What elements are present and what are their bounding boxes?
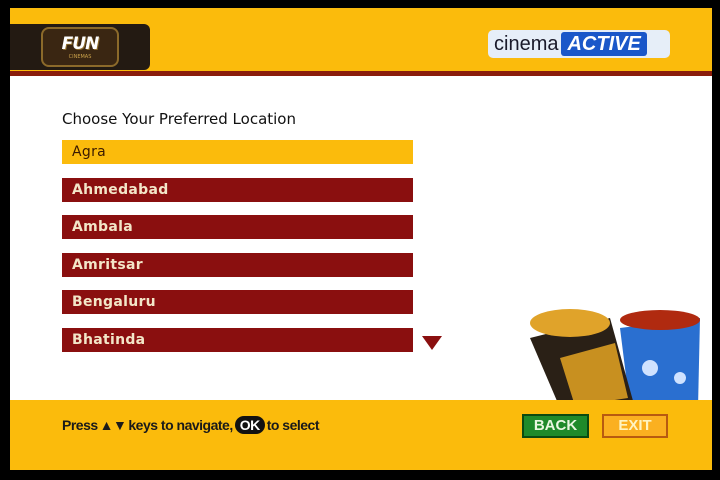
scroll-down-icon[interactable] bbox=[422, 336, 442, 350]
arrow-keys-icon: ▲▼ bbox=[99, 417, 127, 433]
fun-cinemas-logo: FUN CINEMAS bbox=[10, 24, 150, 70]
hint-text: keys to navigate, bbox=[128, 417, 233, 433]
location-item[interactable]: Bhatinda bbox=[62, 327, 413, 352]
location-item[interactable]: Ahmedabad bbox=[62, 177, 413, 202]
hint-text: to select bbox=[266, 417, 320, 433]
exit-button[interactable]: EXIT bbox=[602, 414, 668, 438]
location-item[interactable]: Agra bbox=[62, 140, 413, 164]
page-title: Choose Your Preferred Location bbox=[62, 110, 296, 128]
ok-key-icon: OK bbox=[234, 416, 265, 434]
location-item[interactable]: Bengaluru bbox=[62, 290, 413, 314]
cinema-active-logo: cinema ACTIVE bbox=[488, 30, 670, 58]
popcorn-drink-image bbox=[530, 309, 700, 408]
location-item[interactable]: Amritsar bbox=[62, 252, 413, 277]
location-item[interactable]: Ambala bbox=[62, 215, 413, 239]
logo-text-active: ACTIVE bbox=[561, 32, 647, 56]
navigation-hint: Press ▲▼ keys to navigate, OK to select bbox=[62, 416, 320, 434]
header: FUN CINEMAS cinema ACTIVE bbox=[10, 8, 712, 76]
hint-text: Press bbox=[62, 417, 98, 433]
screen: FUN CINEMAS cinema ACTIVE Choose Your Pref… bbox=[10, 8, 712, 470]
back-button[interactable]: BACK bbox=[522, 414, 589, 438]
footer: Press ▲▼ keys to navigate, OK to select … bbox=[10, 400, 712, 470]
logo-text: cinema bbox=[494, 32, 559, 55]
